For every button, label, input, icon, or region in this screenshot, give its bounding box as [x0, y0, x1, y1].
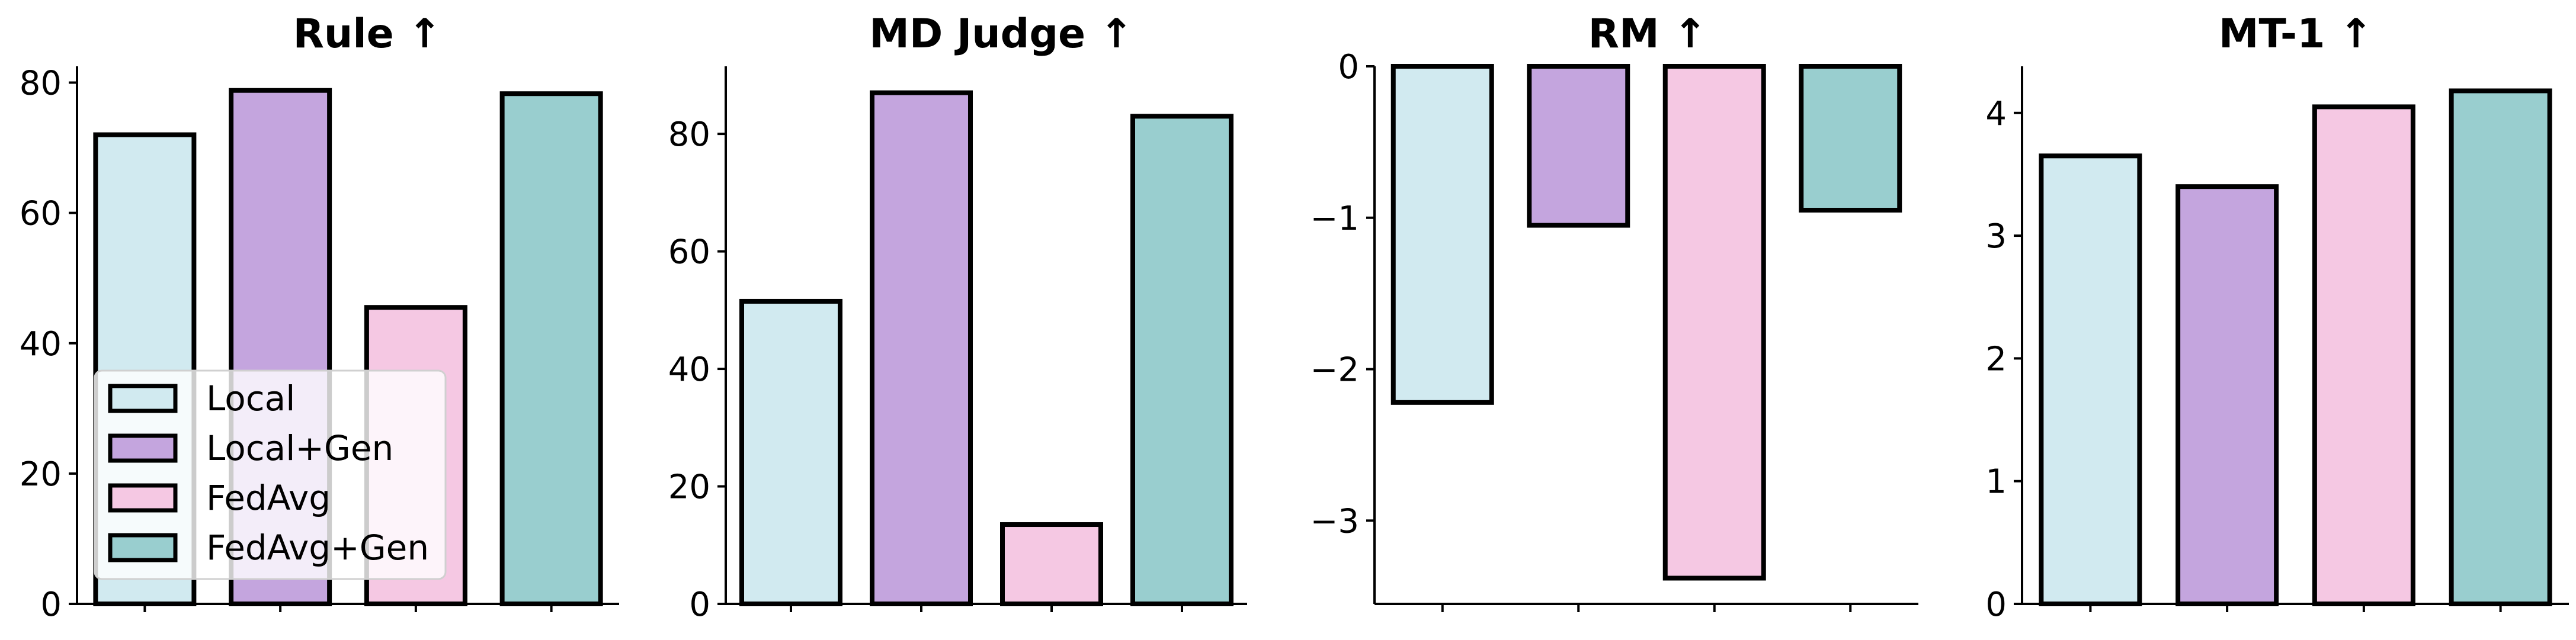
- y-tick-label: 0: [40, 586, 62, 624]
- chart-title: MD Judge ↑: [869, 11, 1133, 57]
- legend-label: FedAvg: [206, 478, 331, 518]
- bar: [739, 298, 842, 606]
- legend-swatch: [108, 433, 178, 463]
- chart-title: Rule ↑: [293, 11, 442, 57]
- legend: Local Local+Gen FedAvg FedAvg+Gen: [94, 369, 447, 580]
- y-tick-label: −2: [1310, 351, 1359, 390]
- y-tick-label: 60: [20, 195, 62, 233]
- bar: [2175, 184, 2279, 607]
- y-tick-label: 4: [1985, 95, 2007, 133]
- y-tick-label: −3: [1310, 502, 1359, 541]
- panel-rule: Rule ↑ 0 20 40 60 80 Local Local+Gen FedAvg …: [20, 11, 619, 624]
- legend-swatch: [108, 483, 178, 513]
- bar: [2449, 88, 2552, 606]
- y-tick-label: −1: [1310, 200, 1359, 238]
- legend-swatch: [108, 384, 178, 413]
- panel-rm: RM ↑ 0 −1 −2 −3: [1310, 11, 1918, 612]
- bar: [1000, 522, 1103, 606]
- bar: [1527, 64, 1630, 228]
- y-tick-label: 20: [668, 468, 710, 507]
- legend-swatch: [108, 533, 178, 562]
- plot-area: 0 20 40 60 80: [668, 66, 1247, 624]
- y-tick-label: 1: [1985, 463, 2007, 501]
- y-tick-label: 0: [1338, 48, 1359, 86]
- y-tick-label: 20: [20, 455, 62, 494]
- y-tick-label: 40: [20, 325, 62, 364]
- bar: [499, 91, 603, 606]
- plot-area: 0 −1 −2 −3: [1310, 48, 1918, 612]
- bar: [870, 90, 973, 606]
- y-tick-label: 40: [668, 350, 710, 389]
- legend-label: Local+Gen: [206, 428, 393, 468]
- bar: [1662, 64, 1766, 581]
- bar: [2039, 153, 2142, 607]
- bar: [1799, 64, 1902, 213]
- y-tick-label: 2: [1985, 340, 2007, 378]
- chart-title: MT-1 ↑: [2219, 11, 2373, 57]
- bar: [2312, 104, 2415, 607]
- y-tick-label: 0: [1985, 586, 2007, 624]
- bar: [1390, 64, 1494, 405]
- chart-title: RM ↑: [1588, 11, 1707, 57]
- plot-area: 0 1 2 3 4: [1985, 66, 2569, 624]
- bar: [1130, 114, 1233, 606]
- panel-mt-1: MT-1 ↑ 0 1 2 3 4: [1985, 11, 2569, 624]
- y-tick-label: 0: [689, 586, 710, 624]
- y-tick-label: 80: [668, 115, 710, 154]
- y-tick-label: 80: [20, 65, 62, 103]
- y-tick-label: 60: [668, 233, 710, 272]
- legend-frame: [94, 369, 447, 580]
- panel-md-judge: MD Judge ↑ 0 20 40 60 80: [668, 11, 1247, 624]
- legend-label: Local: [206, 378, 295, 419]
- y-tick-label: 3: [1985, 217, 2007, 256]
- legend-label: FedAvg+Gen: [206, 528, 429, 568]
